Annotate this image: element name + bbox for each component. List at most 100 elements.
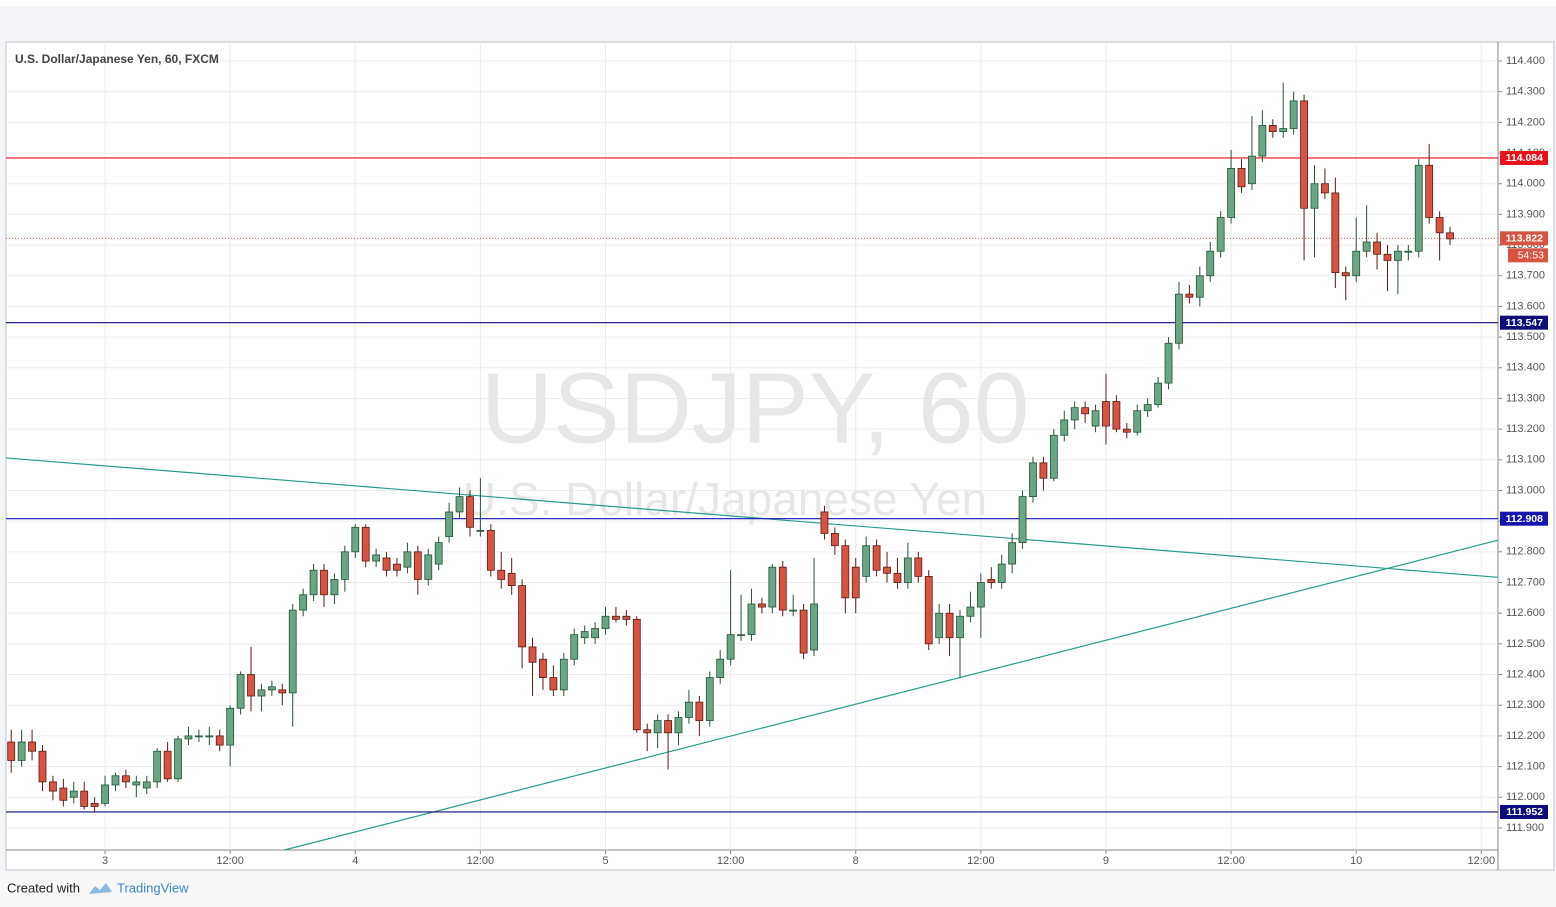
candle-body [507, 572, 516, 586]
y-tick-label: 114.200 [1506, 116, 1545, 128]
y-tick-label: 113.600 [1506, 300, 1545, 312]
candle-body [1081, 407, 1090, 415]
candle-body [1206, 250, 1215, 277]
brand-logo [89, 883, 112, 894]
candle-body [622, 615, 631, 620]
candle-body [153, 750, 162, 783]
candle-body [799, 609, 808, 654]
candle-body [184, 735, 193, 740]
candle-body [935, 612, 944, 639]
countdown-box [1508, 248, 1548, 263]
chart-title: U.S. Dollar/Japanese Yen, 60, FXCM [15, 52, 219, 66]
candle-body [820, 511, 829, 534]
candle-body [7, 741, 16, 761]
candle-body [632, 618, 641, 731]
candle-body [1394, 250, 1402, 261]
candle-body [111, 775, 120, 786]
y-tick-label: 112.600 [1506, 607, 1545, 619]
candle-body [247, 674, 255, 697]
x-tick-label: 8 [853, 855, 859, 867]
candle-body [299, 594, 308, 611]
y-tick-label: 114.400 [1506, 55, 1545, 67]
price-label: 112.908 [1506, 513, 1544, 525]
candle-body [403, 551, 412, 568]
price-label-box [1500, 150, 1548, 165]
candle-body [549, 677, 558, 691]
candle-body [1175, 293, 1183, 344]
candle-body [914, 557, 923, 577]
candle-body [434, 542, 443, 565]
candle-body [28, 741, 36, 752]
candle-body [194, 735, 203, 738]
candle-body [862, 545, 871, 577]
x-tick-label: 12:00 [1217, 855, 1245, 867]
candle-body [1300, 100, 1308, 209]
candle-body [372, 554, 381, 562]
candle-body [38, 750, 47, 783]
candle-body [956, 615, 964, 639]
candle-body [424, 554, 433, 580]
y-tick-label: 113.500 [1506, 331, 1545, 343]
candle-body [883, 566, 891, 574]
candle-body [612, 615, 620, 620]
candle-body [1279, 128, 1288, 132]
y-tick-label: 112.200 [1506, 730, 1545, 742]
brand-link[interactable]: TradingView [117, 880, 189, 895]
candle-body [695, 701, 704, 721]
candle-body [789, 609, 798, 612]
candle-body [559, 658, 568, 691]
candle-body [1310, 183, 1319, 209]
candle-body [987, 579, 996, 583]
candle-body [309, 569, 318, 596]
candle-body [1039, 462, 1048, 479]
candle-body [1049, 434, 1058, 479]
candle-body [215, 735, 224, 746]
candle-body [570, 634, 579, 660]
candle-body [1185, 293, 1194, 298]
price-label-box [1500, 511, 1548, 526]
x-tick-label: 10 [1350, 855, 1362, 867]
candle-body [486, 529, 495, 571]
candle-body [924, 575, 933, 645]
x-tick-label: 12:00 [967, 855, 995, 867]
candle-body [1331, 192, 1340, 274]
candle-body [758, 603, 766, 608]
candle-body [1060, 419, 1069, 436]
y-tick-label: 113.200 [1506, 423, 1545, 435]
candle-body [476, 529, 485, 532]
candle-body [1154, 382, 1163, 405]
candle-body [1195, 275, 1204, 298]
price-label: 113.822 [1506, 233, 1544, 245]
candle-body [1258, 125, 1267, 157]
candle-body [413, 551, 422, 580]
footer [0, 871, 1556, 907]
candle-body [236, 674, 245, 709]
x-tick-label: 12:00 [717, 855, 745, 867]
candle-body [288, 609, 297, 694]
trendline [5, 457, 1499, 578]
candle-body [163, 750, 172, 780]
candle-body [142, 781, 151, 789]
x-tick-label: 5 [602, 855, 608, 867]
candle-body [1227, 167, 1235, 218]
y-tick-label: 114.000 [1506, 178, 1545, 190]
candle-body [466, 496, 474, 528]
candle-body [1237, 167, 1246, 188]
candle-body [778, 566, 787, 611]
candle-body [59, 787, 68, 801]
candle-body [851, 566, 860, 599]
candle-body [90, 802, 99, 807]
candle-body [455, 496, 464, 513]
y-tick-label: 112.300 [1506, 699, 1545, 711]
candle-body [1122, 428, 1131, 433]
y-tick-label: 113.900 [1506, 208, 1545, 220]
candle-body [1133, 410, 1142, 433]
candle-body [69, 790, 78, 798]
y-tick-label: 112.000 [1506, 791, 1545, 803]
price-label: 113.547 [1506, 317, 1544, 329]
x-tick-label: 3 [102, 855, 108, 867]
candle-body [205, 735, 214, 738]
candle-body [1102, 401, 1110, 427]
candle-body [1362, 241, 1371, 252]
